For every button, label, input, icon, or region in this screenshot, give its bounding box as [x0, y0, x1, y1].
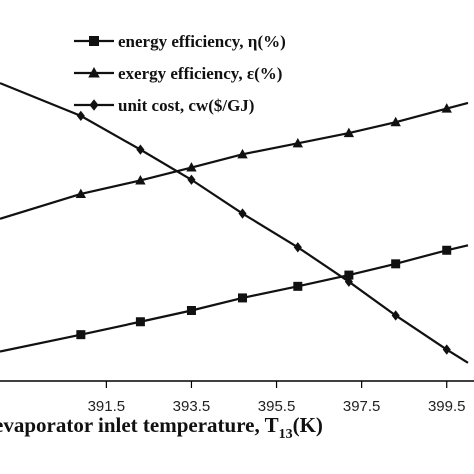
- x-tick-label-1: 391.5: [88, 398, 126, 415]
- series-1-point-9: [442, 245, 452, 255]
- legend: energy efficiency, η(%) exergy efficiency…: [74, 32, 286, 115]
- series-3-point-7: [344, 276, 353, 287]
- x-tick-label-4: 397.5: [343, 398, 381, 415]
- legend-label-1: energy efficiency, η(%): [118, 32, 286, 51]
- x-tick-label-5: 399.5: [428, 398, 466, 415]
- x-axis-title-main: evaporator inlet temperature, T: [0, 413, 279, 437]
- series-1-point-4: [186, 305, 196, 315]
- series-1-point-7: [344, 270, 354, 280]
- legend-marker-1: [89, 36, 99, 46]
- series-2-point-3: [135, 175, 146, 185]
- series-2-point-6: [292, 137, 303, 148]
- series-2-point-7: [343, 127, 355, 138]
- series-3-point-5: [238, 208, 247, 219]
- series-3-point-9: [442, 344, 451, 355]
- x-axis-title-unit: (K): [293, 413, 323, 437]
- series-2-point-4: [186, 162, 197, 172]
- series-2-point-2: [75, 188, 87, 199]
- legend-marker-2: [88, 67, 100, 78]
- legend-label-3: unit cost, cw($/GJ): [118, 96, 254, 115]
- series-1-point-5: [238, 293, 248, 303]
- series-2-point-9: [441, 103, 452, 113]
- series-1-point-2: [76, 330, 86, 340]
- series-2-point-8: [390, 116, 401, 127]
- series-2-point-5: [237, 148, 248, 159]
- series-3-point-8: [391, 310, 400, 321]
- series-3-point-6: [293, 242, 302, 253]
- legend-label-2: exergy efficiency, ε(%): [118, 64, 282, 83]
- x-axis-title: evaporator inlet temperature, T13(K): [0, 413, 323, 442]
- legend-marker-3: [89, 99, 99, 111]
- series-3-point-4: [187, 174, 196, 185]
- series-3-point-3: [136, 144, 145, 155]
- x-tick-label-2: 393.5: [173, 398, 211, 415]
- series-1-point-8: [391, 259, 401, 269]
- x-axis-title-subscript: 13: [279, 427, 293, 442]
- series-line-3: [0, 82, 469, 364]
- series-line-2: [0, 101, 469, 220]
- series-line-1: [0, 244, 469, 353]
- x-ticks: 391.5 393.5 395.5 397.5 399.5: [88, 381, 466, 415]
- series-1-point-3: [135, 317, 145, 327]
- x-tick-label-3: 395.5: [258, 398, 296, 415]
- series-3-point-2: [76, 110, 85, 122]
- series-markers: [75, 103, 452, 355]
- series-1-point-6: [293, 281, 303, 291]
- series-lines: [0, 82, 469, 364]
